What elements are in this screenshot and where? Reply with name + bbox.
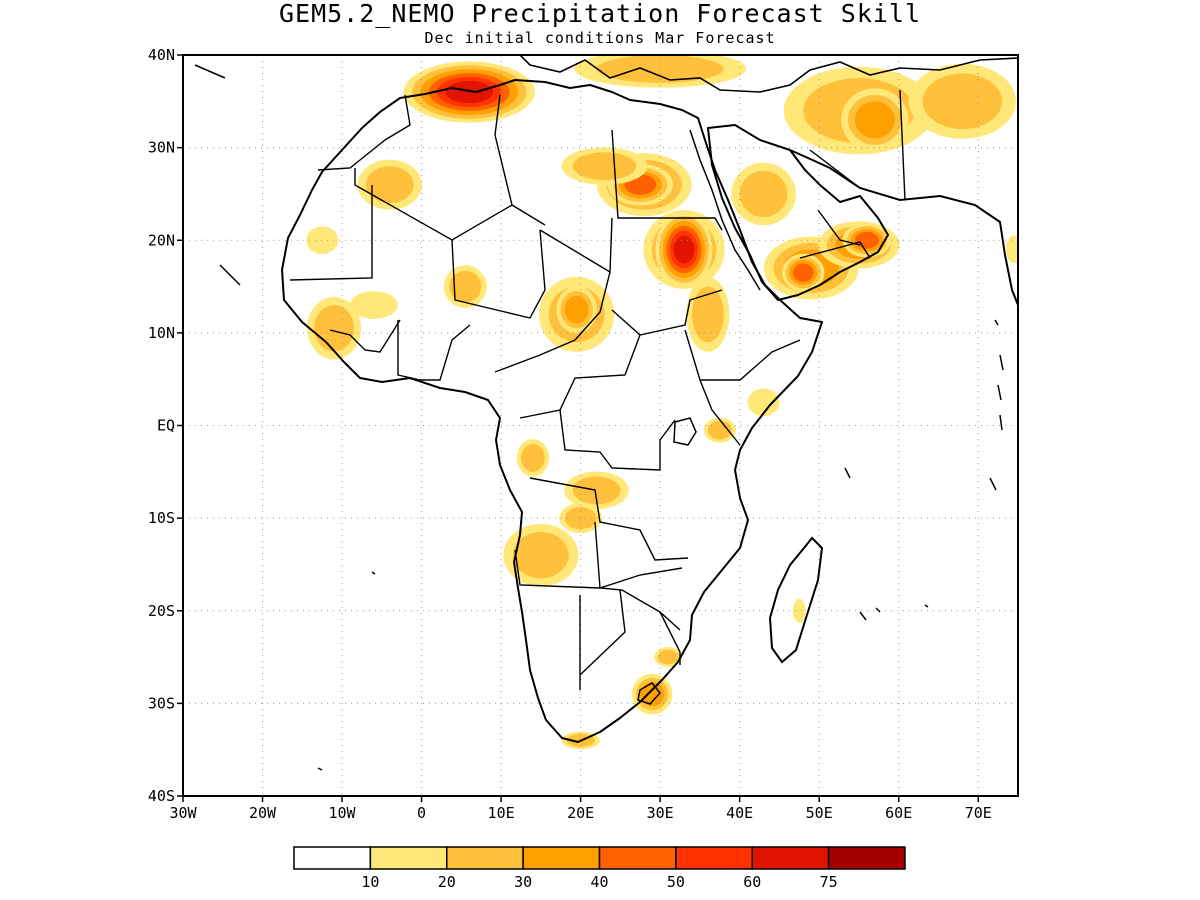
longitude-tick-labels: 30W 20W 10W 0 10E 20E 30E 40E 50E 60E 70E	[169, 796, 992, 822]
africa-coastline	[281, 79, 823, 743]
lon-label: 40E	[726, 804, 753, 822]
skill-region-gabon-coast-level-2	[520, 444, 545, 472]
colorbar-label: 30	[514, 873, 532, 891]
skill-region-mediterranean-level-2	[596, 55, 724, 83]
skill-region-ethiopia-west-level-2	[691, 286, 724, 343]
lon-label: 30E	[647, 804, 674, 822]
lon-label: 60E	[885, 804, 912, 822]
colorbar-swatch	[598, 846, 677, 870]
europe-coastline	[519, 55, 1018, 93]
colorbar-label: 40	[590, 873, 608, 891]
skill-region-mozambique-south-level-2	[657, 649, 679, 665]
lon-label: 0	[417, 804, 426, 822]
skill-shading-layer	[306, 55, 1018, 750]
colorbar-swatch	[751, 846, 830, 870]
lat-label: 10N	[148, 324, 175, 342]
colorbar-label: 75	[820, 873, 838, 891]
lat-label: 40N	[148, 46, 175, 64]
lat-label: 30S	[148, 694, 175, 712]
skill-region-madagascar-level-1	[792, 598, 806, 623]
skill-region-libya-south-level-2	[572, 152, 637, 181]
colorbar-swatch	[827, 846, 906, 870]
lon-label: 10W	[329, 804, 357, 822]
skill-region-chad-core-level-3	[564, 295, 589, 324]
skill-region-oman-core-level-4	[854, 231, 879, 249]
colorbar-label: 60	[743, 873, 761, 891]
skill-region-mali-south-level-1	[350, 291, 398, 319]
lake-victoria	[673, 417, 697, 446]
map-title: GEM5.2_NEMO Precipitation Forecast Skill	[278, 0, 922, 28]
colorbar: 10 20 30 40 50 60 75	[293, 846, 906, 891]
lon-label: 70E	[965, 804, 992, 822]
skill-region-somalia-level-1	[747, 388, 780, 417]
colorbar-label: 50	[667, 873, 685, 891]
skill-region-drc-south-level-2	[572, 476, 621, 505]
skill-region-saudi-central-level-2	[739, 170, 788, 218]
country-borders	[289, 89, 906, 690]
skill-region-lesotho-level-3	[640, 682, 665, 707]
skill-region-afghanistan-level-2	[922, 73, 1003, 130]
latitude-tick-labels: 40N 30N 20N 10N EQ 10S 20S 30S 40S	[148, 46, 183, 805]
skill-region-yemen-core-level-4	[792, 263, 814, 282]
colorbar-swatch	[522, 846, 601, 870]
madagascar-coastline	[768, 536, 824, 664]
lon-label: 20E	[567, 804, 594, 822]
lesotho-border	[637, 682, 661, 705]
colorbar-label: 20	[438, 873, 456, 891]
colorbar-swatch	[293, 846, 372, 870]
lat-label: 20N	[148, 231, 175, 249]
lon-label: 10E	[488, 804, 515, 822]
colorbar-swatch	[446, 846, 524, 870]
lat-label: 20S	[148, 602, 175, 620]
skill-region-guinea-level-2	[314, 305, 354, 352]
lat-label: 40S	[148, 787, 175, 805]
colorbar-label: 10	[361, 873, 379, 891]
skill-region-india-west-level-1	[1006, 235, 1018, 264]
skill-region-mali-north-level-2	[365, 166, 414, 204]
skill-region-angola-level-2	[513, 532, 569, 579]
skill-region-kenya-level-2	[707, 420, 732, 440]
skill-region-zambia-level-2	[564, 507, 597, 530]
colorbar-swatch	[369, 846, 448, 870]
skill-region-algeria-tunisia-level-6	[445, 80, 494, 104]
lat-label: 30N	[148, 139, 175, 157]
lon-label: 50E	[806, 804, 833, 822]
skill-region-niger-south-level-2	[449, 270, 482, 303]
coastlines-and-borders	[194, 55, 1018, 771]
skill-region-mauritania-level-1	[306, 226, 339, 255]
islands	[194, 64, 1004, 771]
skill-region-sudan-core-level-6	[673, 235, 695, 264]
skill-region-iran-core-level-3	[854, 101, 895, 139]
red-sea-coast	[689, 129, 761, 291]
colorbar-swatch	[675, 846, 753, 870]
lat-label: 10S	[148, 509, 175, 527]
lat-label: EQ	[157, 417, 175, 435]
lon-label: 20W	[249, 804, 277, 822]
map-subtitle: Dec initial conditions Mar Forecast	[424, 29, 776, 47]
asia-coastline	[789, 149, 1018, 306]
lon-label: 30W	[169, 804, 197, 822]
